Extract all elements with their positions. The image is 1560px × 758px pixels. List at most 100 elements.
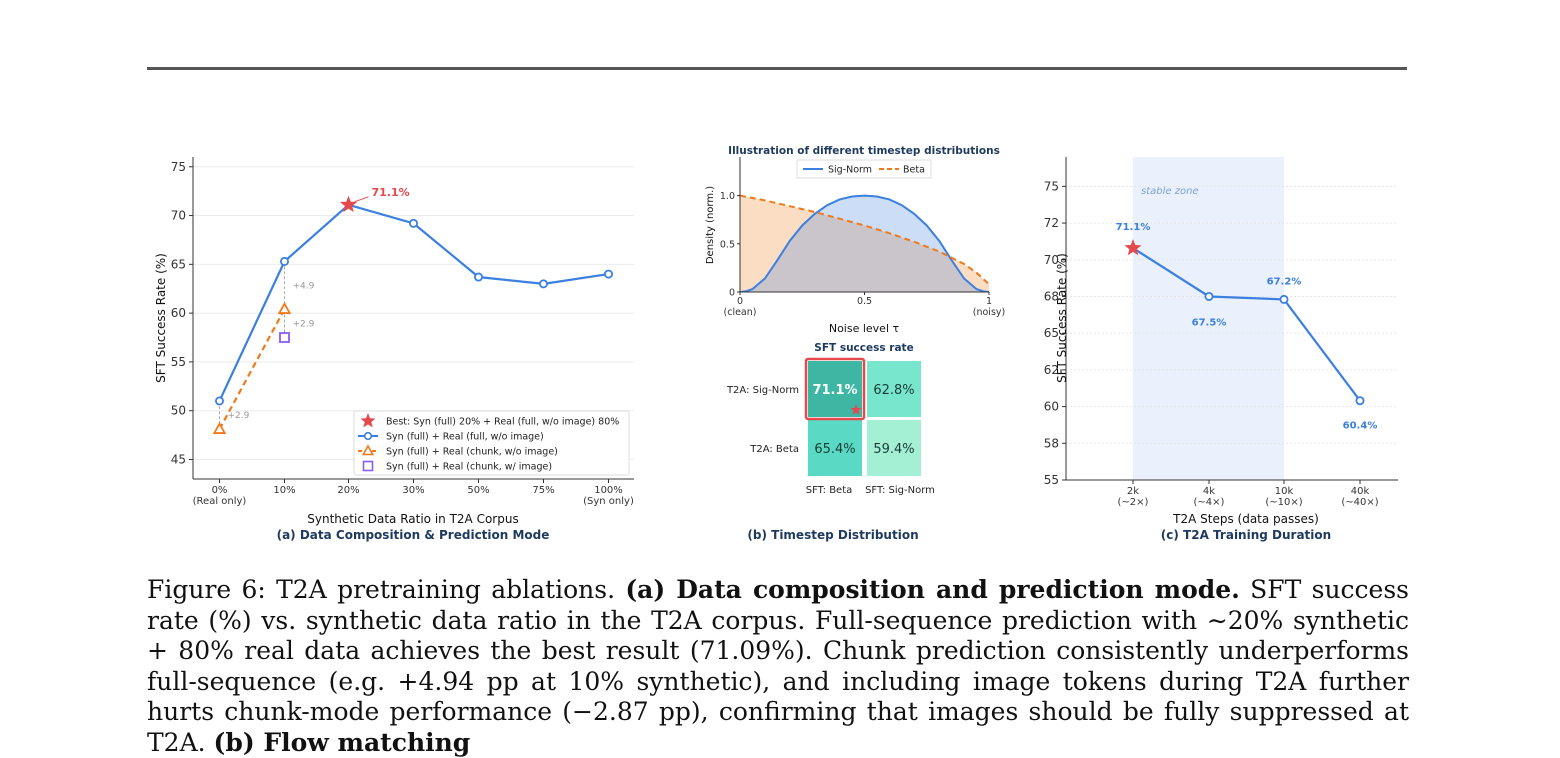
x-tick-label: (~2×) (1118, 497, 1149, 508)
series-line (218, 203, 609, 402)
series-line (740, 194, 989, 292)
x-tick-label: (clean) (724, 307, 757, 318)
y-tick-label: 55 (171, 355, 186, 369)
heatmap-row-label: T2A: Beta (749, 444, 799, 455)
y-tick-label: 65 (1044, 326, 1059, 340)
gap-label: +2.9 (293, 319, 315, 329)
y-tick-label: 65 (171, 257, 186, 271)
data-point (604, 269, 614, 279)
data-point (214, 396, 224, 406)
best-star (1124, 239, 1142, 256)
panel-c-caption: (c) T2A Training Duration (1161, 528, 1331, 542)
data-point (1279, 294, 1289, 304)
x-tick-label: (~10×) (1265, 497, 1302, 508)
y-tick-label: 45 (171, 452, 186, 466)
caption-figure-label: Figure 6: T2A pretraining ablations. (147, 575, 616, 604)
legend-label: Best: Syn (full) 20% + Real (full, w/o i… (386, 417, 619, 428)
stable-zone-label: stable zone (1141, 186, 1199, 197)
data-point (1204, 291, 1214, 301)
legend-label: Beta (903, 165, 925, 176)
x-tick-label: 2k (1127, 486, 1139, 497)
plot-area (218, 203, 609, 430)
y-tick-label: 0.5 (720, 239, 735, 250)
data-label: 67.5% (1192, 317, 1227, 328)
data-point (1355, 396, 1365, 406)
heatmap-row-label: T2A: Sig-Norm (726, 385, 799, 396)
legend-label: Syn (full) + Real (chunk, w/ image) (386, 462, 552, 473)
heatmap-cell (867, 420, 921, 476)
best-cell-star (850, 404, 862, 415)
heatmap-col-label: SFT: Beta (806, 485, 853, 496)
legend-marker (362, 460, 374, 472)
panel-a-caption: (a) Data Composition & Prediction Mode (277, 528, 550, 542)
y-tick-label: 58 (1044, 436, 1059, 450)
heatmap-value: 62.8% (873, 383, 914, 398)
best-pointer (354, 196, 369, 203)
heatmap-title: SFT success rate (814, 342, 913, 354)
heatmap-col-label: SFT: Sig-Norm (865, 485, 935, 496)
x-axis-label: Noise level τ (829, 322, 900, 335)
legend-box (796, 159, 932, 179)
legend: Sig-Norm Beta (796, 159, 932, 179)
x-tick-label: 10k (1275, 486, 1294, 497)
y-axis-label: SFT Success Rate (%) (1055, 253, 1069, 383)
x-axis-label: Synthetic Data Ratio in T2A Corpus (307, 512, 518, 526)
x-tick-label: 4k (1203, 486, 1215, 497)
x-tick-label: 50% (467, 485, 489, 496)
x-tick-label: 0.5 (857, 296, 872, 307)
panel-b-caption: (b) Timestep Distribution (747, 528, 918, 542)
x-tick-label: (~40×) (1341, 497, 1378, 508)
heatmap-value: 65.4% (814, 442, 855, 457)
legend: Best: Syn (full) 20% + Real (full, w/o i… (353, 410, 630, 476)
data-point (279, 256, 289, 266)
x-tick-label: (noisy) (973, 307, 1005, 318)
x-tick-label: 10% (273, 485, 295, 496)
data-point (277, 301, 292, 314)
legend-marker (361, 444, 375, 456)
heatmap-value: 71.1% (812, 383, 857, 398)
legend-marker (363, 431, 373, 441)
x-tick-label: (~4×) (1194, 497, 1225, 508)
series-line (218, 308, 286, 430)
x-tick-label: 20% (337, 485, 359, 496)
panel-b: Illustration of different timestep distr… (705, 145, 1005, 542)
y-axis-label: Density (norm.) (705, 186, 716, 264)
y-tick-label: 60 (1044, 400, 1059, 414)
y-tick-label: 75 (171, 160, 186, 174)
series-line (1132, 247, 1361, 402)
data-label: 71.1% (1116, 222, 1151, 233)
y-tick-label: 0 (729, 288, 735, 299)
x-axis-label: T2A Steps (data passes) (1172, 512, 1319, 526)
y-tick-label: 70 (1044, 253, 1059, 267)
series-line (740, 194, 989, 286)
data-point (212, 421, 227, 434)
best-star (339, 195, 358, 213)
x-tick-label: 0% (212, 485, 228, 496)
x-tick-label: 0 (737, 296, 743, 307)
y-axis-label: SFT Success Rate (%) (154, 253, 168, 383)
x-tick-label: 30% (402, 485, 424, 496)
y-tick-label: 62 (1044, 363, 1059, 377)
x-tick-label: (Syn only) (583, 496, 634, 507)
legend-label: Syn (full) + Real (chunk, w/o image) (386, 447, 558, 458)
x-tick-label: 100% (594, 485, 623, 496)
x-tick-label: 75% (532, 485, 554, 496)
data-point (473, 272, 483, 282)
heatmap-cell (808, 361, 862, 417)
x-tick-label: 1 (986, 296, 992, 307)
figure-caption: Figure 6: T2A pretraining ablations. (a)… (147, 575, 1409, 758)
top-rule (147, 67, 1407, 70)
best-label: 71.1% (372, 186, 410, 199)
gap-label: +2.9 (228, 411, 250, 421)
series-area (740, 195, 989, 292)
legend-label: Sig-Norm (828, 165, 872, 176)
x-tick-label: (Real only) (193, 496, 247, 507)
data-point (539, 279, 549, 289)
y-tick-label: 75 (1044, 179, 1059, 193)
data-point (408, 218, 418, 228)
data-label: 67.2% (1267, 276, 1302, 287)
data-label: 60.4% (1343, 421, 1378, 432)
series-area (740, 195, 989, 292)
y-tick-label: 68 (1044, 289, 1059, 303)
best-cell-highlight (804, 357, 866, 421)
